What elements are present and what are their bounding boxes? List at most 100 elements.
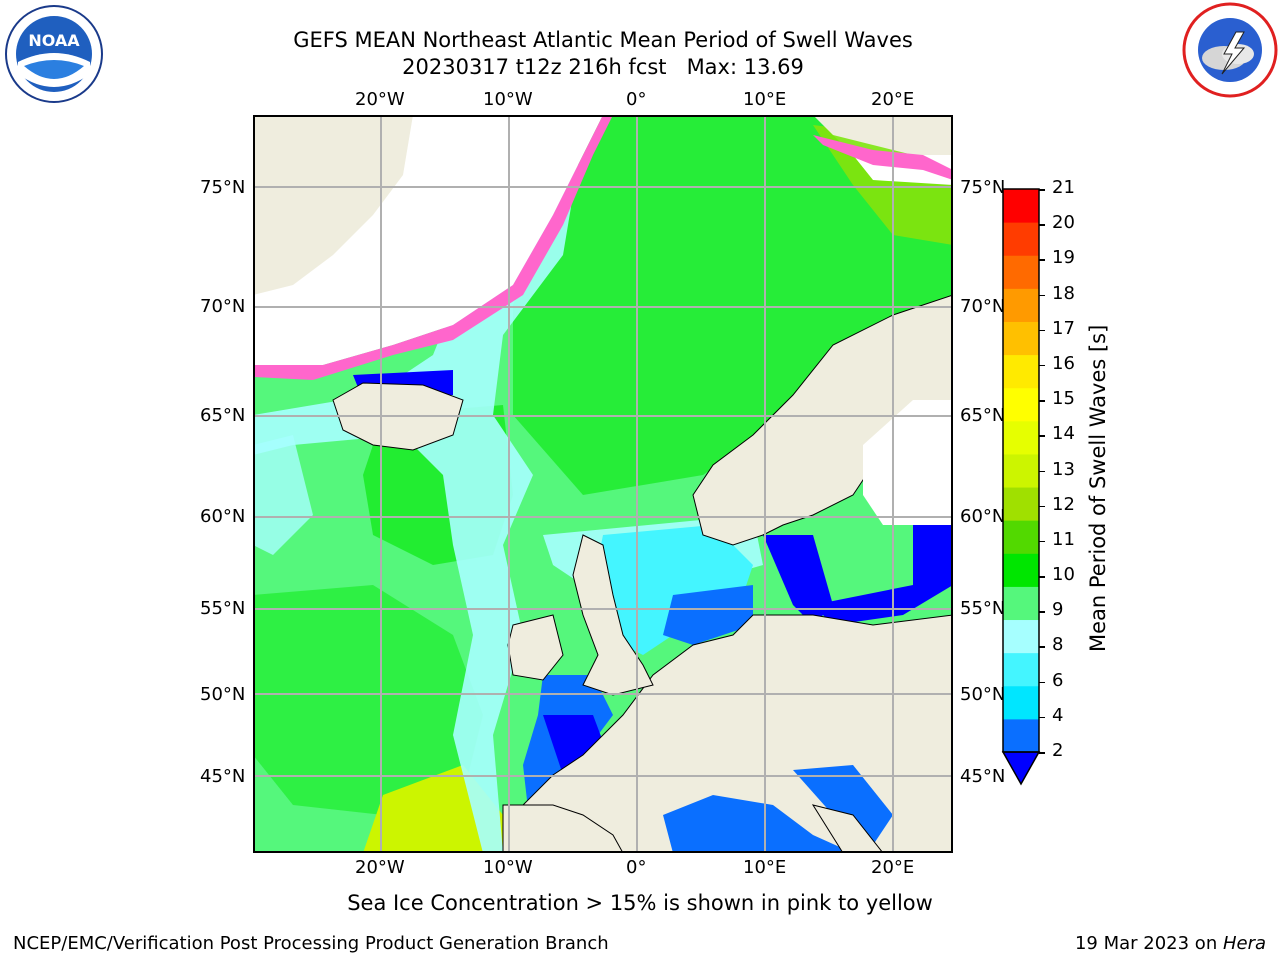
- colorbar: [1001, 188, 1041, 786]
- colorbar-segment: [1003, 189, 1039, 223]
- lat-tick-right: 55°N: [960, 598, 1006, 619]
- sea-ice-edge: [253, 115, 613, 380]
- colorbar-segment: [1003, 520, 1039, 554]
- lat-tick-left: 65°N: [200, 405, 246, 426]
- colorbar-tick-label: 10: [1052, 564, 1075, 586]
- swell-period-map: [253, 115, 953, 853]
- lat-tick-right: 65°N: [960, 405, 1006, 426]
- colorbar-tick-mark: [1039, 646, 1045, 648]
- italy: [811, 804, 884, 853]
- colorbar-tick-mark: [1039, 364, 1045, 367]
- colorbar-tick-mark: [1039, 400, 1045, 402]
- colorbar-tick-label: 6: [1052, 669, 1064, 691]
- colorbar-tick-label: 2: [1052, 740, 1064, 761]
- greenland-land: [253, 115, 413, 295]
- colorbar-extend-arrow: [1001, 751, 1041, 786]
- colorbar-segment: [1003, 453, 1039, 488]
- swell-zone-8s: [253, 435, 313, 555]
- colorbar-tick-label: 18: [1052, 282, 1075, 304]
- lat-tick-left: 60°N: [200, 506, 246, 527]
- colorbar-tick-label: 15: [1052, 388, 1075, 410]
- map-grid: [253, 115, 953, 853]
- colorbar-segment: [1003, 652, 1039, 687]
- colorbar-segment: [1003, 718, 1039, 753]
- map-title-line2: 20230317 t12z 216h fcst Max: 13.69: [402, 55, 804, 79]
- map-title-line1: GEFS MEAN Northeast Atlantic Mean Period…: [293, 28, 913, 52]
- lon-tick-bottom: 0°: [626, 857, 647, 878]
- lon-tick-top: 0°: [626, 89, 647, 110]
- colorbar-segment: [1003, 255, 1039, 289]
- sweden-ice: [863, 400, 953, 525]
- swell-zone-8s: [253, 135, 583, 853]
- colorbar-tick-mark: [1039, 435, 1045, 437]
- lat-tick-left: 55°N: [200, 598, 246, 619]
- colorbar-segment: [1003, 288, 1039, 322]
- colorbar-tick-mark: [1039, 540, 1045, 543]
- colorbar-tick-mark: [1039, 259, 1045, 261]
- lat-tick-right: 50°N: [960, 684, 1006, 705]
- lat-tick-left: 70°N: [200, 296, 246, 317]
- lat-tick-left: 45°N: [200, 766, 246, 787]
- colorbar-segment: [1003, 553, 1039, 587]
- lon-tick-top: 20°W: [355, 89, 405, 110]
- lon-tick-top: 10°E: [743, 89, 787, 110]
- lon-tick-bottom: 20°E: [871, 857, 915, 878]
- adriatic: [793, 765, 893, 845]
- colorbar-tick-label: 16: [1052, 352, 1075, 374]
- colorbar-tick-mark: [1039, 681, 1045, 684]
- nws-logo: [1182, 2, 1278, 98]
- colorbar-tick-label: 21: [1052, 177, 1075, 198]
- colorbar-tick-label: 20: [1052, 212, 1075, 234]
- colorbar-tick-mark: [1039, 294, 1045, 297]
- swell-zone-11s: [513, 115, 953, 495]
- colorbar-tick-mark: [1039, 611, 1045, 613]
- colorbar-segment: [1003, 420, 1039, 455]
- colorbar-tick-label: 17: [1052, 317, 1075, 339]
- colorbar-tick-mark: [1039, 576, 1045, 578]
- colorbar-tick-mark: [1039, 189, 1045, 191]
- colorbar-tick-mark: [1039, 716, 1045, 719]
- lat-tick-right: 45°N: [960, 766, 1006, 787]
- footer-date-text: 19 Mar 2023 on: [1074, 933, 1223, 954]
- baltic-sea: [763, 535, 833, 625]
- colorbar-segment: [1003, 685, 1039, 720]
- footer-credit: NCEP/EMC/Verification Post Processing Pr…: [13, 933, 609, 954]
- colorbar-tick-label: 12: [1052, 493, 1075, 515]
- colorbar-tick-label: 8: [1052, 634, 1064, 656]
- lat-tick-left: 75°N: [200, 177, 246, 198]
- colorbar-label: Mean Period of Swell Waves [s]: [1086, 324, 1110, 652]
- footer-host: Hera: [1222, 933, 1266, 954]
- noaa-logo-text: NOAA: [28, 31, 80, 50]
- iberia: [502, 804, 624, 853]
- colorbar-tick-mark: [1039, 470, 1045, 472]
- lat-tick-right: 60°N: [960, 506, 1006, 527]
- mediterranean: [663, 795, 853, 853]
- sea-ice-note: Sea Ice Concentration > 15% is shown in …: [347, 891, 933, 915]
- lon-tick-top: 20°E: [871, 89, 915, 110]
- colorbar-tick-label: 11: [1052, 528, 1075, 550]
- noaa-logo: NOAA: [5, 5, 103, 103]
- colorbar-tick-label: 9: [1052, 599, 1064, 621]
- lat-tick-left: 50°N: [200, 684, 246, 705]
- sea-ice-edge: [813, 135, 953, 180]
- lon-tick-bottom: 10°W: [483, 857, 533, 878]
- colorbar-segment: [1003, 487, 1039, 521]
- colorbar-segment: [1003, 354, 1039, 389]
- lon-tick-bottom: 10°E: [743, 857, 787, 878]
- colorbar-tick-mark: [1039, 752, 1045, 754]
- colorbar-segment: [1003, 387, 1039, 422]
- colorbar-segment: [1003, 619, 1039, 654]
- swell-zone-3s: [663, 585, 753, 645]
- baltic-sea: [813, 525, 953, 625]
- colorbar-segment: [1003, 222, 1039, 256]
- lon-tick-top: 10°W: [483, 89, 533, 110]
- lon-tick-bottom: 20°W: [355, 857, 405, 878]
- map-border: [253, 115, 953, 853]
- colorbar-tick-label: 14: [1052, 423, 1075, 445]
- colorbar-tick-mark: [1039, 224, 1045, 226]
- footer-date: 19 Mar 2023 on Hera: [1075, 933, 1266, 954]
- svalbard: [813, 115, 953, 165]
- colorbar-tick-mark: [1039, 505, 1045, 508]
- lat-tick-right: 70°N: [960, 296, 1006, 317]
- colorbar-tick-label: 13: [1052, 458, 1075, 480]
